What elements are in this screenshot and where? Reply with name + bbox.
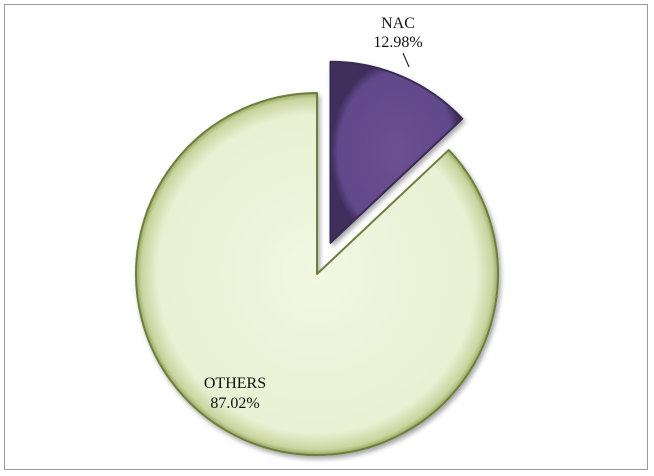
slice-label-others: OTHERS	[204, 375, 266, 392]
pie-slice-others	[135, 92, 499, 456]
pie-slices	[135, 60, 499, 456]
slice-label-nac: NAC	[381, 15, 415, 32]
pie-chart: NAC 12.98% OTHERS 87.02%	[135, 15, 499, 456]
slice-value-nac: 12.98%	[373, 34, 422, 51]
pie-slice-nac	[329, 60, 464, 244]
chart-frame: NAC 12.98% OTHERS 87.02%	[4, 4, 648, 470]
pie-labels: NAC 12.98% OTHERS 87.02%	[204, 15, 423, 412]
nac-leader-line	[402, 52, 410, 68]
slice-value-others: 87.02%	[210, 395, 259, 412]
